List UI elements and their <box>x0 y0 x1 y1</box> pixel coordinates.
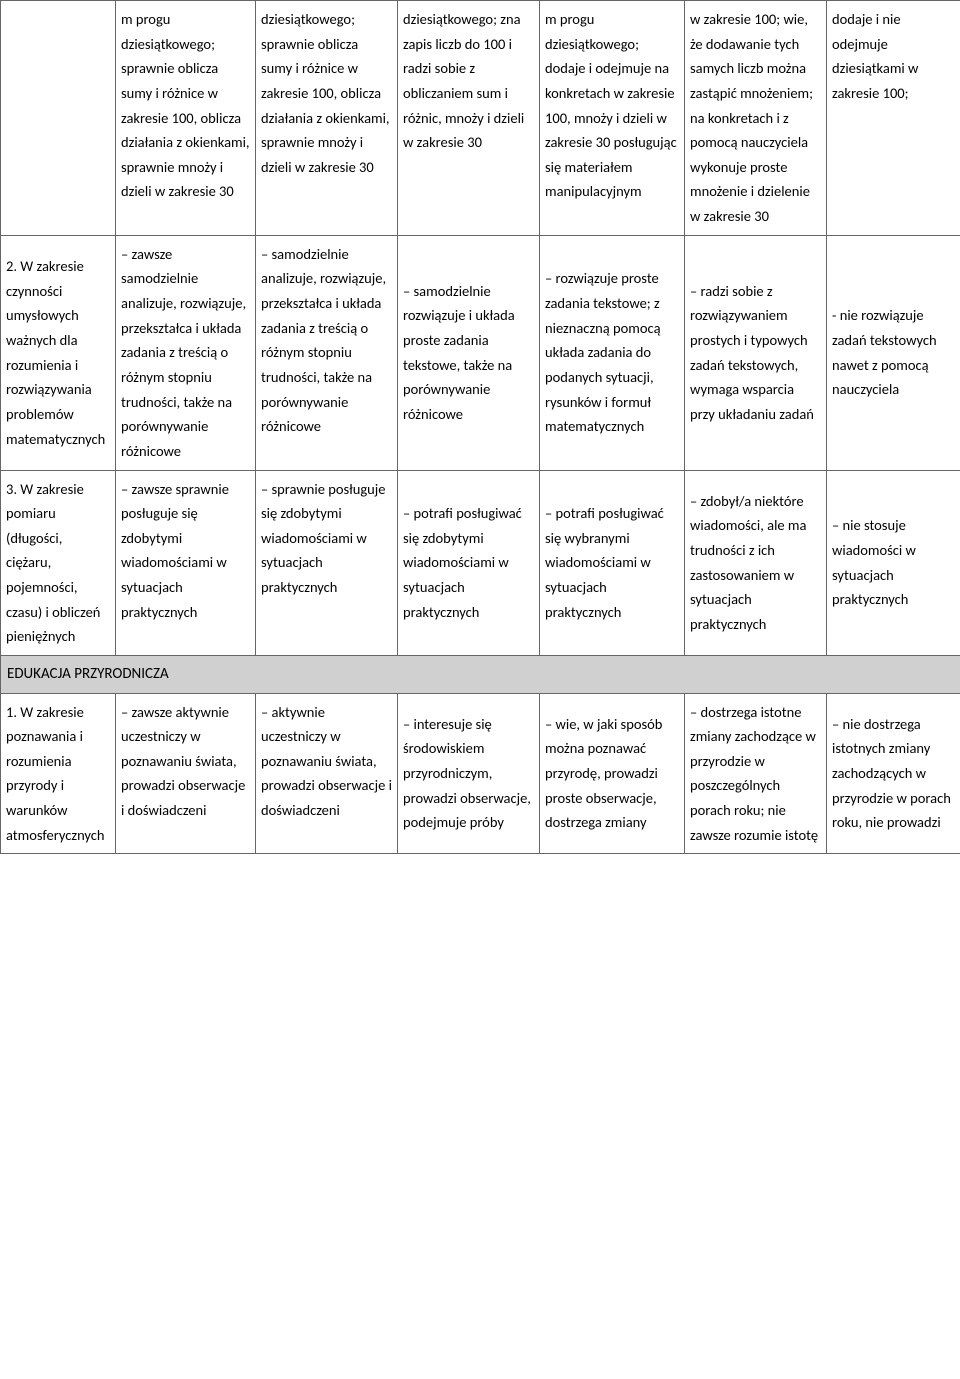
data-cell: – zawsze aktywnie uczestniczy w poznawan… <box>116 693 256 854</box>
data-cell: dziesiątkowego; zna zapis liczb do 100 i… <box>398 1 540 236</box>
data-cell: – samodzielnie analizuje, rozwiązuje, pr… <box>256 235 398 470</box>
data-cell: – potrafi posługiwać się wybranymi wiado… <box>540 470 685 655</box>
data-cell: – rozwiązuje proste zadania tekstowe; z … <box>540 235 685 470</box>
section-header-label: EDUKACJA PRZYRODNICZA <box>7 665 169 683</box>
data-cell: – interesuje się środowiskiem przyrodnic… <box>398 693 540 854</box>
data-cell: – dostrzega istotne zmiany zachodzące w … <box>685 693 827 854</box>
data-cell: – zdobył/a niektóre wiadomości, ale ma t… <box>685 470 827 655</box>
row-header-cell <box>1 1 116 236</box>
data-cell: – zawsze samodzielnie analizuje, rozwiąz… <box>116 235 256 470</box>
data-cell: – potrafi posługiwać się zdobytymi wiado… <box>398 470 540 655</box>
data-cell: – nie stosuje wiadomości w sytuacjach pr… <box>827 470 960 655</box>
data-cell: – radzi sobie z rozwiązywaniem prostych … <box>685 235 827 470</box>
data-cell: – zawsze sprawnie posługuje się zdobytym… <box>116 470 256 655</box>
data-cell: m progu dziesiątkowego; dodaje i odejmuj… <box>540 1 685 236</box>
row-header-cell: 1. W zakresie poznawania i rozumienia pr… <box>1 693 116 854</box>
data-cell: – sprawnie posługuje się zdobytymi wiado… <box>256 470 398 655</box>
data-cell: - nie rozwiązuje zadań tekstowych nawet … <box>827 235 960 470</box>
data-cell: – wie, w jaki sposób można poznawać przy… <box>540 693 685 854</box>
row-header-cell: 3. W zakresie pomiaru (długości, ciężaru… <box>1 470 116 655</box>
data-cell: – samodzielnie rozwiązuje i układa prost… <box>398 235 540 470</box>
data-cell: – nie dostrzega istotnych zmiany zachodz… <box>827 693 960 854</box>
assessment-table: m progu dziesiątkowego; sprawnie oblicza… <box>0 0 960 854</box>
data-cell: dodaje i nie odejmuje dziesiątkami w zak… <box>827 1 960 236</box>
data-cell: dziesiątkowego; sprawnie oblicza sumy i … <box>256 1 398 236</box>
data-cell: w zakresie 100; wie, że dodawanie tych s… <box>685 1 827 236</box>
data-cell: m progu dziesiątkowego; sprawnie oblicza… <box>116 1 256 236</box>
data-cell: – aktywnie uczestniczy w poznawaniu świa… <box>256 693 398 854</box>
row-header-cell: 2. W zakresie czynności umysłowych ważny… <box>1 235 116 470</box>
section-header: EDUKACJA PRZYRODNICZA <box>1 656 960 694</box>
